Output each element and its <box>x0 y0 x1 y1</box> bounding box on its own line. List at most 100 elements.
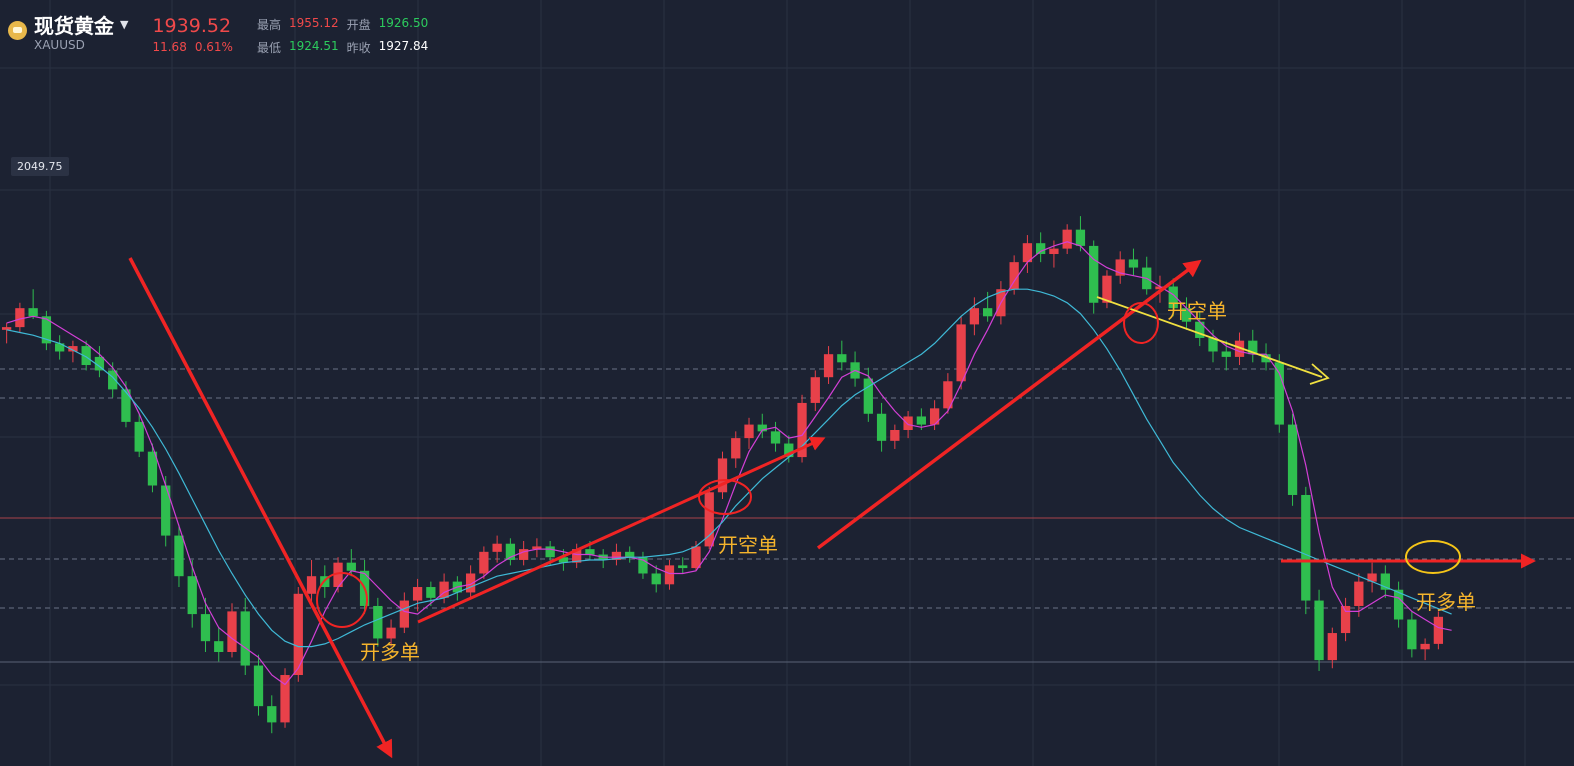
candle-body <box>837 354 847 363</box>
candle-body <box>1380 573 1390 590</box>
low-label: 最低 <box>256 41 281 55</box>
candle-body <box>943 381 953 409</box>
candle-body <box>1327 633 1337 661</box>
candle-body <box>1115 259 1125 276</box>
candle-body <box>757 424 767 432</box>
candle-body <box>1128 259 1139 268</box>
candle-body <box>1367 573 1377 582</box>
candle-body <box>1274 362 1284 425</box>
candle-body <box>863 378 873 414</box>
candle-body <box>227 611 237 652</box>
annotation-long-1: 开多单 <box>360 640 420 664</box>
candle-body <box>1221 351 1231 357</box>
price-block: 1939.52 11.68 0.61% <box>152 14 240 54</box>
candle-body <box>108 370 118 390</box>
candle-body <box>678 565 688 569</box>
candle-body <box>611 551 622 560</box>
low-value: 1924.51 <box>288 39 339 53</box>
candle-body <box>161 485 171 536</box>
candle-body <box>1195 321 1205 338</box>
candle-body <box>1181 308 1192 322</box>
ma-fast-line <box>6 241 1452 686</box>
candle-body <box>1287 424 1298 495</box>
candle-body <box>346 562 356 571</box>
candle-body <box>306 576 317 594</box>
candle-body <box>704 492 714 547</box>
annotation-short-2: 开空单 <box>1167 299 1227 323</box>
candle-body <box>903 416 913 430</box>
candle-body <box>373 605 383 639</box>
candle-body <box>664 565 675 585</box>
candle-body <box>1089 245 1099 303</box>
candle-body <box>1393 589 1404 620</box>
candle-body <box>810 377 820 403</box>
candle-body <box>532 546 542 550</box>
stats-grid: 最高 1955.12 开盘 1926.50 最低 1924.51 昨收 1927… <box>257 16 428 56</box>
trend-line-up-1 <box>417 436 826 624</box>
drawings <box>128 257 1536 759</box>
candle-body <box>68 346 78 352</box>
circle-short-2 <box>1123 302 1159 344</box>
candle-body <box>797 402 807 458</box>
chevron-down-icon[interactable]: ▼ <box>120 18 129 31</box>
candle-body <box>293 593 303 676</box>
candle-body <box>890 430 900 441</box>
last-price: 1939.52 <box>152 15 232 37</box>
candle-body <box>1420 643 1430 650</box>
candle-body <box>94 356 105 371</box>
candle-body <box>1234 340 1245 357</box>
instrument-title[interactable]: 现货黄金 ▼ <box>34 14 128 38</box>
candle-body <box>333 562 343 588</box>
candle-body <box>41 316 52 344</box>
annotation-short-1: 开空单 <box>718 533 778 557</box>
candle-body <box>572 549 582 563</box>
candle-body <box>916 416 926 425</box>
candle-body <box>426 587 436 598</box>
change-percent: 0.61% <box>194 40 233 54</box>
candle-body <box>492 543 502 552</box>
candle-body <box>1062 229 1072 249</box>
candle-body <box>1036 243 1046 255</box>
candle-body <box>81 346 91 366</box>
candle-body <box>15 308 25 328</box>
annotation-long-2: 开多单 <box>1416 590 1476 614</box>
candle-body <box>214 641 224 652</box>
open-value: 1926.50 <box>378 16 429 30</box>
candle-body <box>465 573 476 593</box>
candle-body <box>187 576 197 615</box>
max-price-label: 2049.75 <box>11 157 69 176</box>
circle-short-1 <box>698 479 752 515</box>
candle-body <box>1261 354 1271 363</box>
candle-body <box>147 451 158 486</box>
candle-body <box>823 354 834 378</box>
candle-body <box>1155 286 1165 290</box>
candle-body <box>1075 229 1086 246</box>
candle-body <box>784 443 794 458</box>
candle-body <box>731 438 741 459</box>
instrument-symbol: XAUUSD <box>34 38 85 52</box>
yellow-trend-line <box>1096 296 1323 378</box>
candle-body <box>969 308 980 325</box>
candle-body <box>519 549 529 560</box>
candle-body <box>558 557 569 563</box>
candle-body <box>1248 340 1258 355</box>
candle-body <box>386 627 396 639</box>
candle-body <box>1009 262 1019 290</box>
candle-body <box>479 551 489 574</box>
candle-body <box>585 549 595 555</box>
prev-close-label: 昨收 <box>346 41 371 55</box>
candle-body <box>638 557 648 574</box>
candle-body <box>1 327 12 330</box>
candle-body <box>1102 275 1112 303</box>
candle-body <box>717 458 728 493</box>
name-block[interactable]: 现货黄金 ▼ XAUUSD <box>34 14 128 51</box>
candle-body <box>876 413 887 441</box>
candle-body <box>956 324 966 382</box>
instrument-header: 现货黄金 ▼ XAUUSD 1939.52 11.68 0.61% 最高 1955… <box>8 14 428 56</box>
candle-body <box>1049 248 1059 255</box>
candle-body <box>744 424 754 439</box>
candle-body <box>651 573 661 585</box>
candle-body <box>28 308 38 317</box>
candle-body <box>1314 600 1324 661</box>
